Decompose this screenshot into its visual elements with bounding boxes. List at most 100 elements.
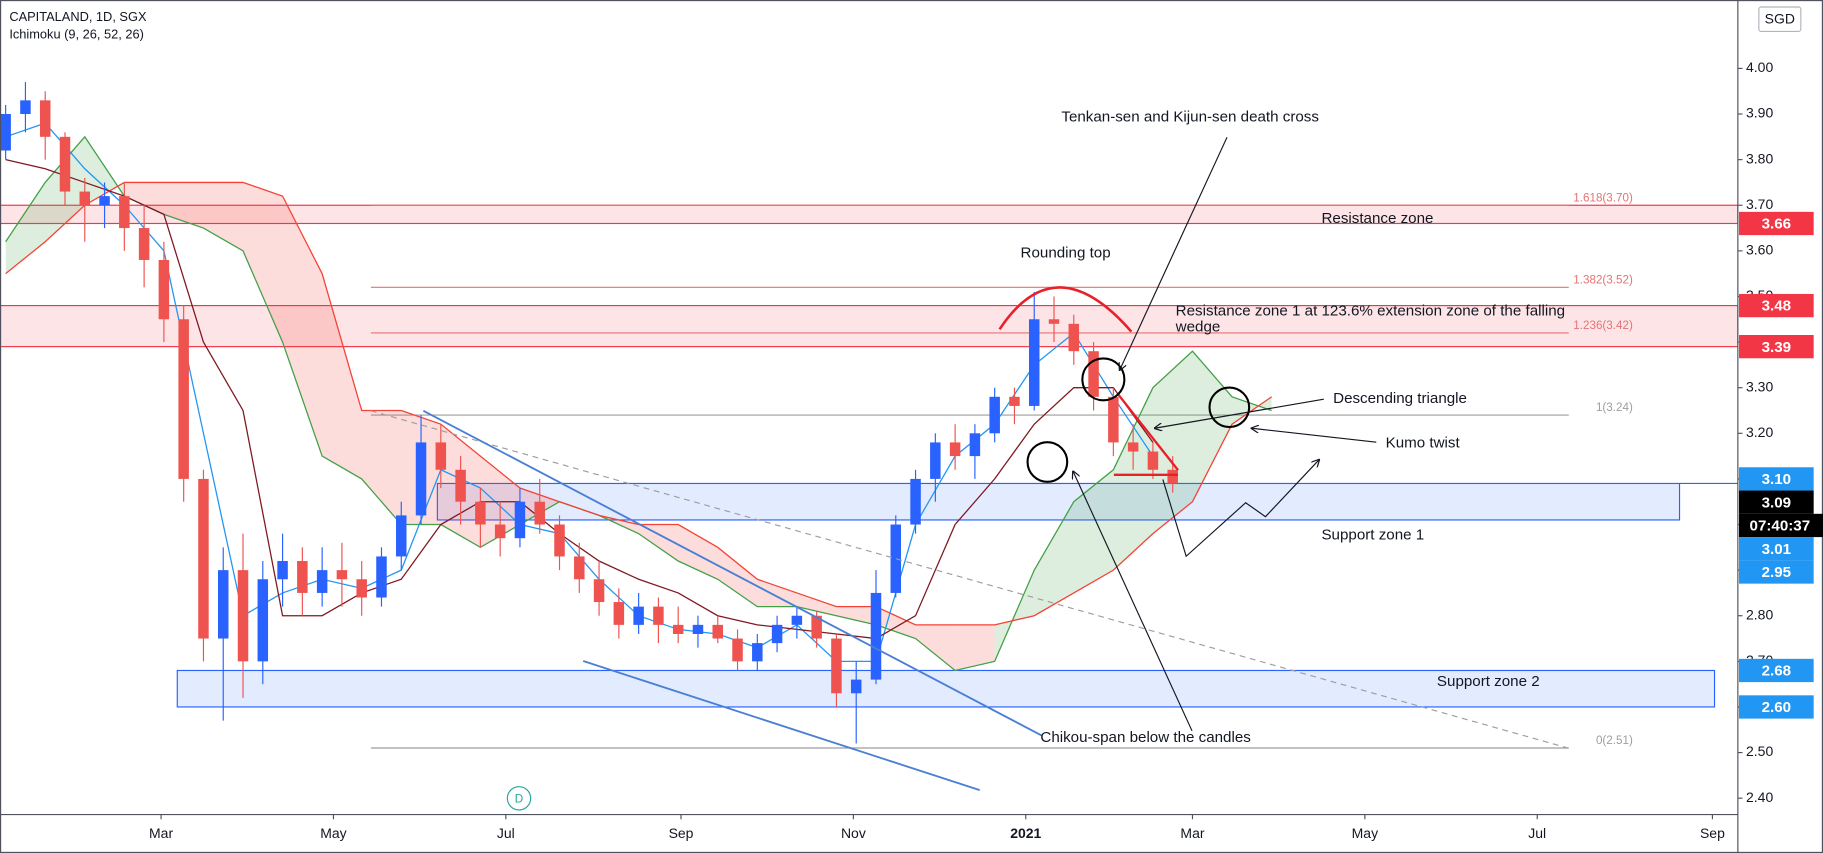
price-tag [1739,335,1814,359]
candle-body [39,100,51,137]
fib-label: 1.618(3.70) [1573,191,1633,204]
y-tick-label: 3.60 [1746,242,1773,258]
countdown-label: 07:40:37 [1750,518,1811,535]
price-tag [1739,560,1814,584]
zone-label: Resistance zone [1321,210,1433,227]
price-tag [1739,490,1814,514]
price-tag-label: 3.39 [1762,339,1791,356]
wedge-upper-line [422,409,1042,737]
triangle-upper-line [1116,392,1179,471]
candle-body [870,592,882,680]
candle-body [850,679,862,694]
candle-body [712,624,723,639]
candle-body [672,624,684,634]
rounding-top-arc [998,286,1133,333]
candle-body [1028,319,1040,406]
zone-label-text: Resistance zone 1 at 123.6% extension zo… [1175,302,1566,336]
cloud-segment [203,182,244,251]
price-tag-label: 3.48 [1762,298,1791,315]
candle-body [1127,442,1139,452]
time-axis-bg [0,814,1738,853]
candle-body [771,624,783,644]
cloud-segment [915,624,956,671]
circle-marker [1026,441,1069,483]
candle-body [415,442,427,516]
candle-body [1108,396,1119,443]
cloud-segment [875,606,916,639]
candle-body [297,561,308,593]
price-tag-label: 2.60 [1762,699,1791,716]
fib-label: 1(3.24) [1596,401,1633,414]
candle-body [198,478,209,639]
y-tick-label: 2.50 [1746,743,1773,759]
annotation: Kumo twist [1386,434,1461,451]
candle-body [99,196,110,206]
fib-label: 0(2.51) [1596,734,1633,747]
zone-label: Support zone 1 [1321,526,1424,543]
candle-body [79,191,91,206]
candle-body [494,524,506,539]
cloud-segment [5,182,46,274]
candle-body [1009,396,1020,406]
candle-body [356,579,367,598]
y-tick-label: 3.30 [1746,378,1773,394]
price-tag-label: 3.09 [1762,494,1791,511]
annotation: Tenkan-sen and Kijun-sen death cross [1061,109,1319,126]
candle-body [1167,469,1178,484]
currency-box[interactable] [1758,6,1802,33]
candle-body [949,442,961,457]
arrow [1073,471,1193,732]
candle-body [653,606,664,625]
candle-body [396,515,407,557]
x-tick-label: May [320,825,346,841]
y-tick-label: 4.00 [1746,59,1773,75]
candle-body [1068,323,1080,352]
x-tick-label: 2021 [1010,825,1041,841]
cloud-segment [1152,351,1193,534]
cloud-segment [678,524,718,580]
candle-body [119,196,130,229]
cloud-segment [1034,501,1074,616]
price-tag-label: 2.68 [1762,663,1791,680]
candle-body [534,501,545,525]
price-tag [1739,211,1814,236]
candle-body [237,570,249,662]
x-tick-label: Sep [669,825,694,841]
y-tick-label: 2.40 [1746,789,1773,805]
fib-label: 1.236(3.42) [1573,319,1633,332]
candle-body [178,319,189,479]
zone-label: Resistance zone 1 at 123.6% extension zo… [1175,302,1566,336]
fib-label: 1.382(3.52) [1573,273,1633,286]
cloud-segment [717,547,758,607]
currency-label[interactable]: SGD [1765,10,1795,26]
zone [436,482,1681,521]
candle-body [910,478,921,525]
x-tick-label: May [1352,825,1378,841]
candle-body [475,501,486,525]
candle-body [593,579,605,603]
wedge-lower-line [582,660,981,792]
cloud-segment [322,273,362,479]
candle-body [217,570,229,639]
cloud-segment [955,624,995,671]
candle-body [791,615,803,625]
trend-line-dashed [370,410,1569,749]
candle-body [1048,319,1060,324]
indicator-label: Ichimoku (9, 26, 52, 26) [9,26,144,41]
cloud-segment [796,592,837,616]
countdown-box [1739,513,1823,538]
zone [176,669,1716,708]
candle-body [831,638,842,694]
price-tag [1739,467,1814,491]
event-marker-label: D [515,793,523,806]
cloud-segment [1073,469,1114,593]
labels: CAPITALAND, 1D, SGX Ichimoku (9, 26, 52,… [9,6,1823,747]
y-tick-label: 3.20 [1746,424,1773,440]
candle-body [732,638,743,662]
cloud-segment [243,182,283,343]
price-tag [1739,293,1814,318]
cloud-segment [638,524,679,562]
candle-body [890,524,902,593]
price-tag [1739,658,1814,683]
